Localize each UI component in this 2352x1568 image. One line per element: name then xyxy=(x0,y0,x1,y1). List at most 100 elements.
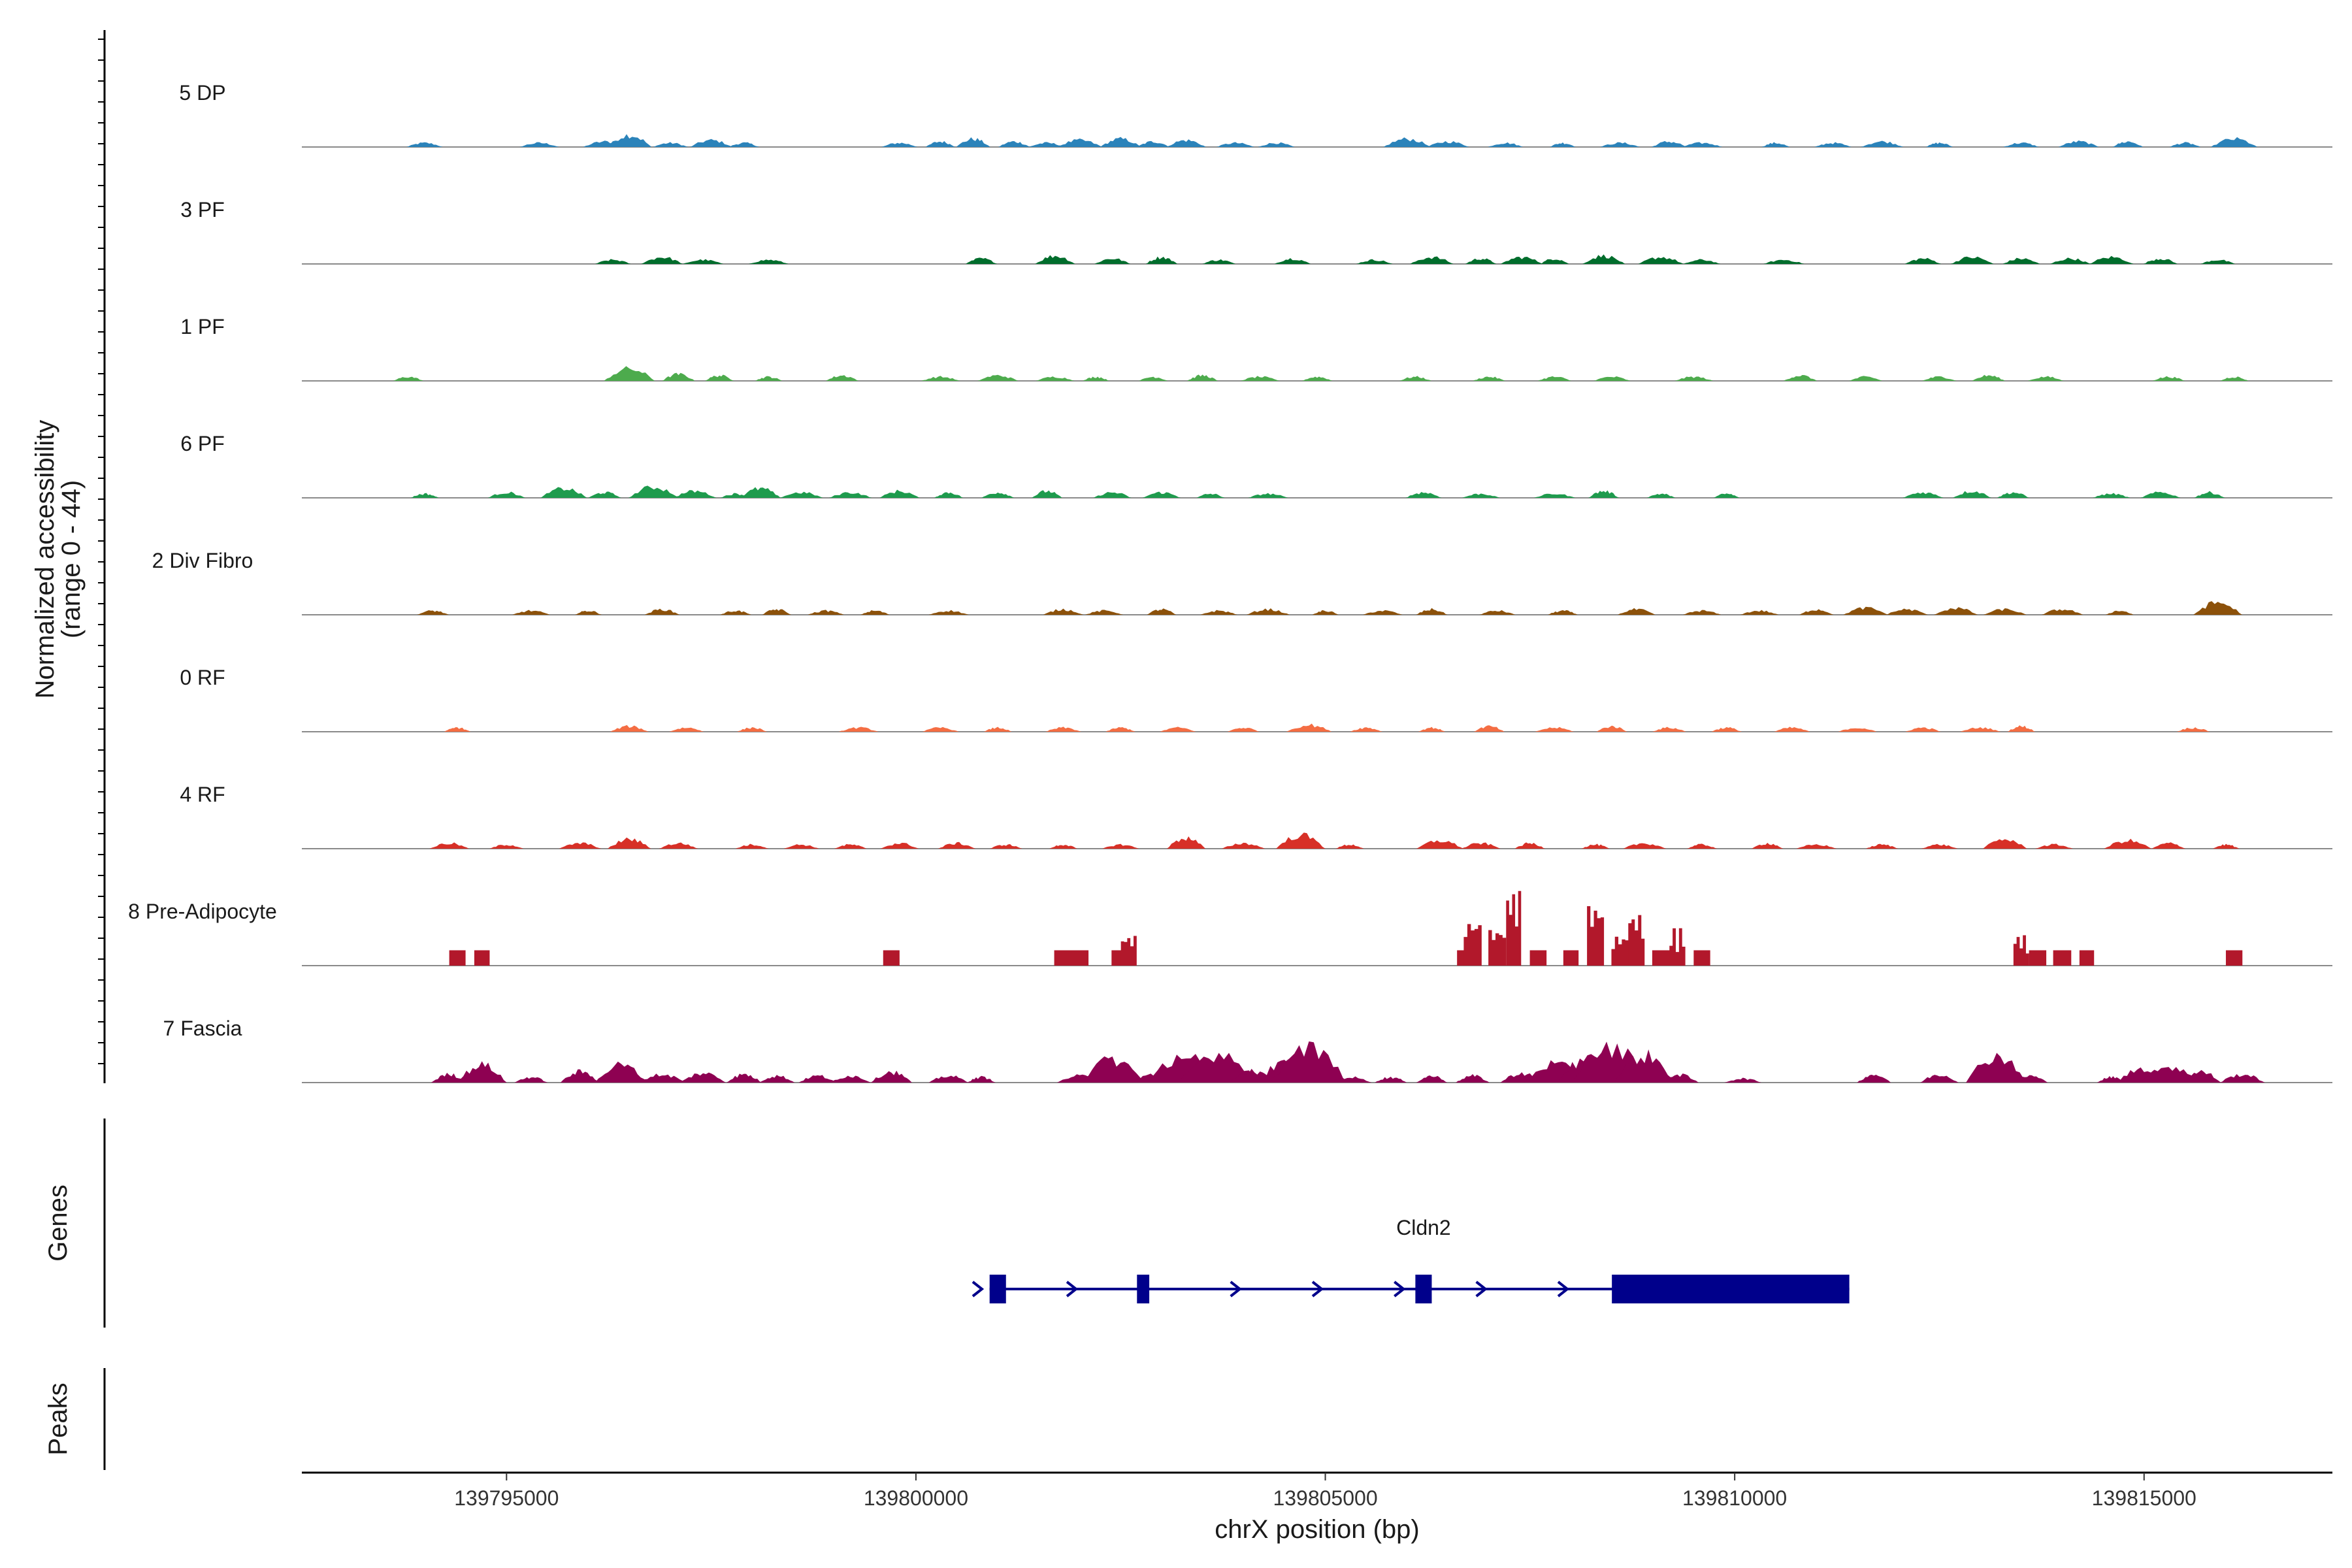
coverage-peak xyxy=(1953,491,1992,498)
coverage-peak xyxy=(2013,935,2029,966)
coverage-peak xyxy=(1416,840,1464,849)
coverage-peak xyxy=(928,610,969,615)
coverage-peak xyxy=(519,142,559,147)
coverage-peak xyxy=(1799,609,1834,615)
coverage-peak xyxy=(1258,142,1295,147)
coverage-peak xyxy=(2140,491,2181,498)
coverage-peak xyxy=(934,492,964,498)
track-4-rf: 4 RF xyxy=(180,783,2332,849)
coverage-peak xyxy=(1686,843,1718,849)
coverage-peak xyxy=(608,837,651,849)
coverage-peak xyxy=(1479,610,1516,615)
coverage-peak xyxy=(1587,906,1605,966)
coverage-peak xyxy=(879,489,920,498)
coverage-peak xyxy=(1456,1073,1490,1083)
strand-arrow xyxy=(1475,1281,1488,1298)
coverage-peak xyxy=(1623,843,1667,849)
coverage-peak xyxy=(457,1061,507,1083)
coverage-peak xyxy=(830,1075,872,1083)
coverage-peak xyxy=(2003,142,2040,147)
gene-model xyxy=(972,1275,1850,1303)
coverage-peak xyxy=(1200,610,1237,615)
coverage-peak xyxy=(652,142,689,147)
coverage-peak xyxy=(925,140,956,147)
coverage-peak xyxy=(2151,842,2186,849)
coverage-peak xyxy=(1983,608,2027,615)
coverage-peak xyxy=(984,727,1012,732)
coverage-peak xyxy=(870,1070,912,1083)
coverage-peak xyxy=(1399,376,1431,381)
coverage-peak xyxy=(2194,491,2225,498)
x-tick-label: 139805000 xyxy=(1273,1486,1377,1510)
coverage-peak xyxy=(1596,725,1627,732)
coverage-peak xyxy=(1462,493,1500,498)
track-7-fascia: 7 Fascia xyxy=(163,1017,2332,1083)
coverage-peak xyxy=(1582,254,1625,264)
coverage-peak xyxy=(1335,844,1364,849)
coverage-peak xyxy=(1160,727,1196,732)
coverage-peak xyxy=(762,609,792,615)
coverage-peak xyxy=(659,842,698,849)
coverage-peak xyxy=(998,141,1030,147)
coverage-peak xyxy=(1711,727,1742,732)
coverage-peak xyxy=(1600,142,1641,147)
coverage-peak xyxy=(1581,843,1610,849)
coverage-peak xyxy=(1094,258,1131,264)
coverage-peak xyxy=(2011,1075,2048,1083)
coverage-peak xyxy=(1774,727,1810,732)
coverage-peak xyxy=(575,610,602,615)
coverage-peak xyxy=(2193,601,2243,615)
coverage-peak xyxy=(417,610,449,615)
coverage-peak xyxy=(1036,376,1075,381)
coverage-peak xyxy=(989,843,1022,849)
coverage-peak xyxy=(1350,727,1383,732)
coverage-peak xyxy=(474,950,490,966)
coverage-peak xyxy=(2152,376,2185,381)
coverage-peak xyxy=(1375,1076,1407,1083)
coverage-peak xyxy=(1405,492,1442,498)
coverage-peak xyxy=(1740,610,1779,615)
coverage-peak xyxy=(2093,493,2131,498)
coverage-peak xyxy=(2027,376,2065,381)
coverage-peak xyxy=(1849,376,1882,381)
coverage-peak xyxy=(2041,609,2083,615)
coverage-peak xyxy=(1652,727,1686,732)
coverage-peak xyxy=(540,487,587,498)
coverage-peak xyxy=(1312,610,1339,615)
coverage-peak xyxy=(1950,256,1994,264)
coverage-peak xyxy=(1216,142,1254,147)
coverage-peak xyxy=(489,845,524,849)
coverage-peak xyxy=(825,375,859,381)
coverage-peak xyxy=(737,727,768,732)
coverage-peak xyxy=(956,137,990,147)
coverage-peak xyxy=(1628,913,1645,966)
coverage-peak xyxy=(1043,608,1084,615)
track-label: 7 Fascia xyxy=(163,1017,242,1040)
coverage-peak xyxy=(1427,141,1470,147)
coverage-peak xyxy=(1535,727,1575,732)
coverage-peak xyxy=(1682,610,1722,615)
coverage-peak xyxy=(2079,950,2095,966)
coverage-peak xyxy=(628,485,679,498)
coverage-peak xyxy=(1638,257,1684,264)
coverage-peak xyxy=(1274,257,1311,264)
coverage-peak xyxy=(2200,259,2235,264)
coverage-peak xyxy=(429,842,469,849)
coverage-peak xyxy=(1674,376,1714,381)
coverage-peak xyxy=(2181,1070,2221,1083)
track-label: 6 PF xyxy=(180,432,225,455)
coverage-peak xyxy=(1529,950,1547,966)
coverage-peak xyxy=(1049,845,1077,849)
coverage-peak xyxy=(673,490,717,498)
coverage-peak xyxy=(2143,259,2178,264)
coverage-peak xyxy=(1054,950,1073,966)
coverage-peak xyxy=(1137,140,1170,147)
x-tick-label: 139795000 xyxy=(454,1486,559,1510)
track-5-dp: 5 DP xyxy=(179,81,2332,148)
coverage-peak xyxy=(512,610,550,615)
gene-exon xyxy=(1137,1275,1150,1303)
coverage-peak xyxy=(638,1073,686,1083)
x-tick-label: 139800000 xyxy=(864,1486,968,1510)
coverage-peak xyxy=(1857,1075,1891,1083)
coverage-peak xyxy=(1035,255,1075,264)
